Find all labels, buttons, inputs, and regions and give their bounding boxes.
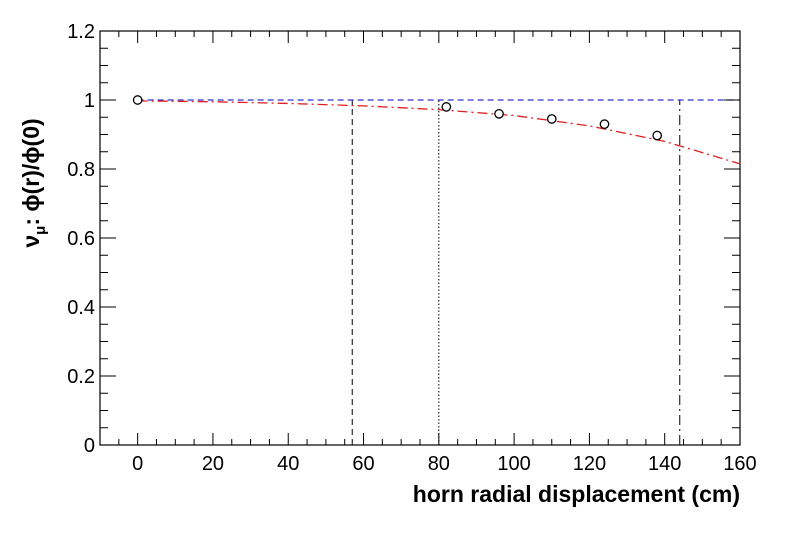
data-point xyxy=(494,108,504,119)
x-axis-title: horn radial displacement (cm) xyxy=(413,481,740,507)
x-tick-label: 0 xyxy=(132,453,143,475)
data-point xyxy=(132,95,143,105)
x-tick-label: 100 xyxy=(497,453,530,475)
y-axis-title: νμ: ϕ(r)/ϕ(0) xyxy=(18,118,49,247)
data-point xyxy=(652,130,663,141)
y-tick-label: 0.2 xyxy=(67,366,95,388)
plot-border xyxy=(99,30,741,446)
x-tick-label: 40 xyxy=(277,453,299,475)
data-point xyxy=(599,119,610,130)
y-axis-title-ratio: : ϕ(r)/ϕ(0) xyxy=(18,118,44,225)
y-axis-title-mu: μ xyxy=(32,226,49,235)
reference-lines xyxy=(351,100,681,445)
x-tick-label: 20 xyxy=(202,453,224,475)
y-tick-label: 0.6 xyxy=(67,228,95,250)
x-tick-label: 60 xyxy=(352,453,374,475)
y-tick-label: 0.8 xyxy=(67,159,95,181)
x-tick-label: 140 xyxy=(648,453,681,475)
x-tick-label: 80 xyxy=(428,453,450,475)
y-axis-title-nu: ν xyxy=(18,235,44,248)
fit-curve xyxy=(137,100,741,165)
y-tick-label: 1 xyxy=(84,90,95,112)
y-tick-label: 0 xyxy=(84,435,95,457)
y-tick-label: 0.4 xyxy=(67,297,95,319)
y-tick-label: 1.2 xyxy=(67,21,95,43)
data-point xyxy=(441,102,452,112)
data-markers xyxy=(132,95,663,141)
x-tick-label: 120 xyxy=(573,453,606,475)
plot-frame xyxy=(99,30,741,446)
axis-ticks: 0 20 40 60 80 100 120 140 160 0 0.2 0.4 0.6 0.8 1 1.2 xyxy=(67,21,757,475)
fit-curves xyxy=(137,99,741,165)
data-point xyxy=(546,114,557,124)
x-tick-label: 160 xyxy=(723,453,756,475)
